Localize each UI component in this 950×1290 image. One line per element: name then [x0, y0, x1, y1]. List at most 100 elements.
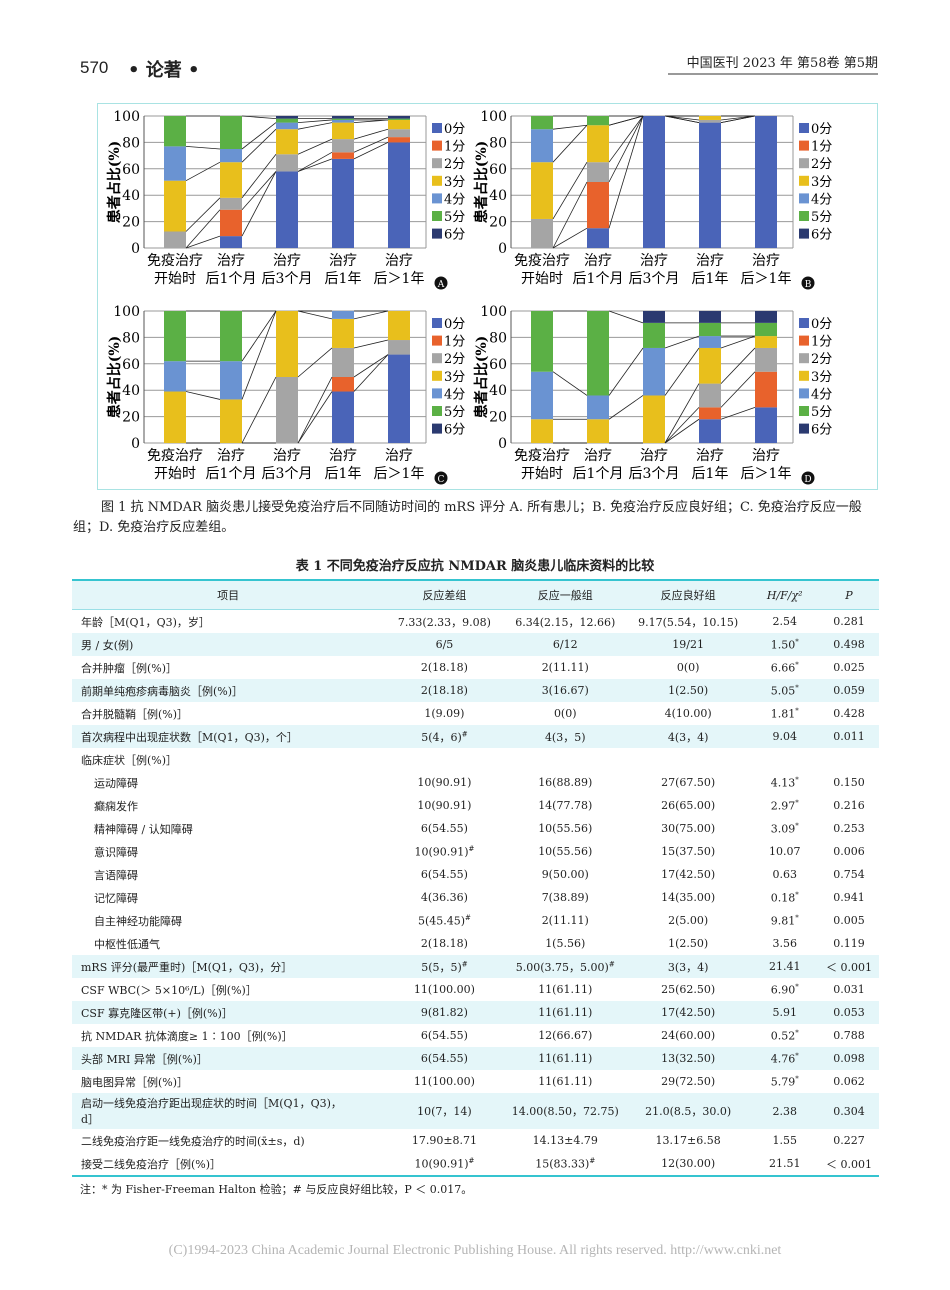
x-tick-label: 开始时	[521, 271, 563, 287]
group-value: 16(88.89)	[505, 771, 626, 794]
group-value: 7.33(2.33，9.08)	[384, 610, 504, 634]
table-row: 运动障碍 10(90.91) 16(88.89) 27(67.50) 4.13* 0.15…	[72, 771, 879, 794]
legend-label: 4分	[444, 192, 465, 207]
table-row: 中枢性低通气 2(18.18) 1(5.56) 1(2.50) 3.56 0.119	[72, 932, 879, 955]
legend-label: 0分	[444, 317, 465, 332]
cell-value: 5(4，6)	[421, 730, 462, 744]
group-value: 6(54.55)	[384, 1024, 504, 1047]
bar-segment	[587, 162, 609, 182]
statistic-value: 4.13*	[750, 771, 819, 794]
header-item: 项目	[72, 580, 385, 610]
connector-line	[353, 119, 389, 123]
group-value: 14(35.00)	[626, 886, 751, 909]
cell-value: 7(38.89)	[541, 891, 589, 904]
group-value: 17.90±8.71	[384, 1129, 504, 1152]
x-tick-label: 治疗	[696, 448, 724, 464]
group-value: 1(2.50)	[626, 679, 751, 702]
connector-line	[552, 124, 588, 130]
connector-line	[241, 310, 277, 400]
bar-segment	[699, 336, 721, 348]
connector-line	[664, 115, 700, 121]
legend-label: 3分	[811, 175, 832, 190]
bar-segment	[332, 122, 354, 140]
row-label: 意识障碍	[94, 845, 138, 859]
legend-label: 5分	[811, 210, 832, 225]
panel-letter-badge	[801, 471, 815, 485]
x-tick-label: 后3个月	[262, 466, 313, 482]
connector-line	[353, 128, 389, 140]
bar-segment	[755, 407, 777, 443]
bar-segment	[164, 180, 186, 232]
legend-swatch	[799, 228, 809, 239]
bar-segment	[531, 218, 553, 248]
cell-value: 2.38	[772, 1104, 797, 1118]
legend-swatch	[432, 335, 442, 346]
row-label: 头部 MRI 异常［例(%)］	[81, 1052, 208, 1066]
y-tick-label: 100	[113, 109, 140, 125]
group-value: 6/12	[505, 633, 626, 656]
cell-value: 14.00(8.50，72.75)	[511, 1105, 619, 1118]
panel-letter: B	[805, 280, 812, 290]
bar-segment	[332, 158, 354, 248]
group-value: 13.17±6.58	[626, 1129, 751, 1152]
connector-line	[185, 197, 221, 232]
connector-line	[552, 371, 588, 396]
connector-line	[297, 347, 333, 378]
x-tick-label: 治疗	[217, 448, 245, 464]
cell-value: 1.81	[770, 707, 796, 721]
cell-value: 2(11.11)	[541, 661, 589, 674]
cell-value: 6(54.55)	[420, 868, 468, 881]
bar-segment	[332, 377, 354, 392]
table-row: 癫痫发作 10(90.91) 14(77.78) 26(65.00) 2.97* 0.21…	[72, 794, 879, 817]
p-value: 0.119	[833, 937, 865, 950]
cell-value: 21.51	[768, 1157, 801, 1170]
legend-swatch	[799, 335, 809, 346]
group-value: 14.00(8.50，72.75)	[505, 1093, 626, 1129]
group-value: 4(10.00)	[626, 702, 751, 725]
table-row: 临床症状［例(%)］	[72, 748, 879, 771]
connector-line	[185, 235, 221, 249]
table-row: 言语障碍 6(54.55) 9(50.00) 17(42.50) 0.63 0.754	[72, 863, 879, 886]
cell-value: 21.0(8.5，30.0)	[645, 1105, 732, 1118]
bar-segment	[531, 162, 553, 219]
legend-label: 5分	[444, 405, 465, 420]
legend-label: 3分	[444, 370, 465, 385]
cell-value: 14(77.78)	[538, 799, 593, 812]
bar-segment	[220, 162, 242, 198]
cell-value: 25(62.50)	[661, 983, 716, 996]
group-value	[505, 748, 626, 771]
y-axis-title: 患者占比(%)	[473, 336, 490, 419]
statistic-value: 0.63	[750, 863, 819, 886]
connector-line	[297, 310, 333, 320]
group-value: 6(54.55)	[384, 863, 504, 886]
bar-segment	[220, 197, 242, 210]
row-label: 合并肿瘤［例(%)］	[81, 661, 178, 675]
panel-letter: A	[437, 280, 445, 290]
table-row: 记忆障碍 4(36.36) 7(38.89) 14(35.00) 0.18* 0.941	[72, 886, 879, 909]
group-value: 5(45.45)#	[384, 909, 504, 932]
bar-segment	[332, 139, 354, 153]
x-tick-label: 后1年	[325, 271, 362, 287]
y-tick-label: 60	[489, 162, 507, 178]
p-value: 0.031	[833, 983, 865, 996]
panel-letter: D	[804, 475, 811, 485]
cell-value: 14(35.00)	[661, 891, 716, 904]
x-tick-label: 开始时	[154, 271, 196, 287]
header-moderate: 反应一般组	[504, 580, 626, 610]
x-tick-label: 免疫治疗	[147, 448, 203, 464]
cell-value: 12(66.67)	[538, 1029, 593, 1042]
y-tick-label: 100	[480, 109, 507, 125]
bar-segment	[388, 354, 410, 443]
table-row: 精神障碍 / 认知障碍 6(54.55) 10(55.56) 30(75.00) 3.0…	[72, 817, 879, 840]
cell-value: 19/21	[672, 638, 704, 651]
x-tick-label: 治疗	[385, 448, 413, 464]
x-tick-label: 开始时	[154, 466, 196, 482]
legend-label: 0分	[811, 317, 832, 332]
connector-line	[720, 335, 756, 349]
bar-segment	[587, 182, 609, 229]
group-value: 10(90.91)	[384, 794, 504, 817]
cell-value: 15(37.50)	[661, 845, 716, 858]
p-value: 0.788	[833, 1029, 865, 1042]
x-tick-label: 后1个月	[573, 466, 624, 482]
